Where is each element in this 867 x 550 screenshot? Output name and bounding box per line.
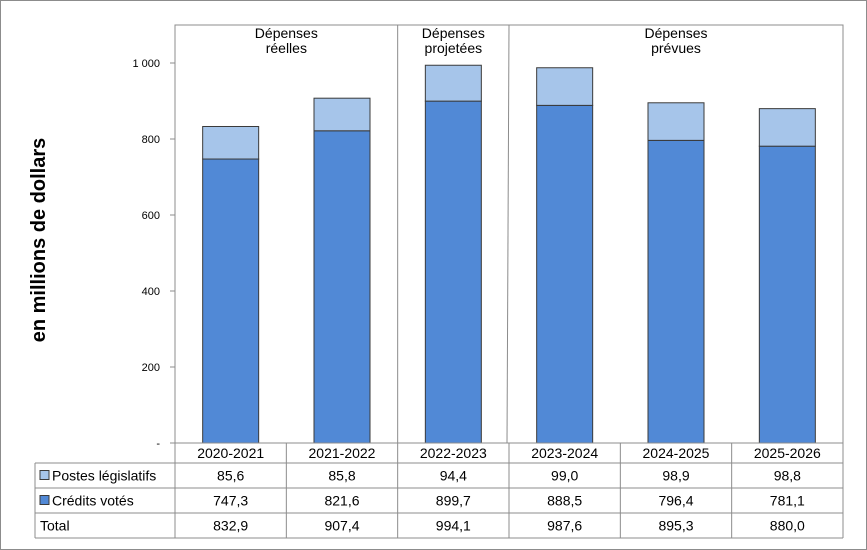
table-cell: 98,8 [774,468,801,484]
bar-postes-legislatifs [313,97,371,132]
table-cell: 781,1 [770,493,805,509]
table-cell: 987,6 [547,518,582,534]
period-header-label: Dépenses [644,25,707,41]
period-header-label: réelles [266,40,307,56]
table-cell: 880,0 [770,518,805,534]
bar-credits-votes [202,158,260,444]
table-cell: 832,9 [213,518,248,534]
bar-postes-legislatifs [536,67,594,106]
category-label: 2022-2023 [420,445,487,461]
period-headers: DépensesréellesDépensesprojetéesDépenses… [255,24,708,444]
y-tick-label: 400 [142,286,160,298]
y-tick-label: 1 000 [132,58,160,70]
period-header-label: projetées [425,40,483,56]
bar-credits-votes [313,130,371,444]
table-cell: 821,6 [324,493,359,509]
table-cell: 85,6 [217,468,244,484]
table-cell: 796,4 [658,493,693,509]
category-label: 2020-2021 [197,445,264,461]
table-cell: 907,4 [324,518,359,534]
category-label: 2025-2026 [754,445,821,461]
bar-credits-votes [536,104,594,444]
bar-credits-votes [647,139,705,444]
row-label: Postes législatifs [52,468,156,484]
legend-key [39,495,50,505]
period-header-label: prévues [651,40,701,56]
y-tick-label: 800 [142,134,160,146]
period-header-label: Dépenses [255,25,318,41]
table-cell: 899,7 [436,493,471,509]
table-cell: 888,5 [547,493,582,509]
bar-credits-votes [758,145,816,444]
table-cell: 98,9 [662,468,689,484]
legend-key [39,470,50,480]
y-tick-label: 200 [142,362,160,374]
y-tick-label: 600 [142,210,160,222]
bar-postes-legislatifs [647,102,705,141]
row-label: Total [40,518,70,534]
table-cell: 94,4 [440,468,467,484]
table-cell: 994,1 [436,518,471,534]
row-label: Crédits votés [52,493,134,509]
table-cell: 85,8 [328,468,355,484]
table-cell: 747,3 [213,493,248,509]
period-header-label: Dépenses [422,25,485,41]
table-cell: 895,3 [658,518,693,534]
table-cell: 99,0 [551,468,578,484]
bar-postes-legislatifs [758,108,816,147]
y-axis-title: en millions de dollars [28,138,50,343]
bar-postes-legislatifs [202,125,260,160]
y-tick-label: - [156,438,160,450]
category-label: 2023-2024 [531,445,598,461]
category-label: 2024-2025 [643,445,710,461]
period-divider [506,24,510,444]
bars [202,64,816,444]
category-label: 2021-2022 [309,445,376,461]
bar-postes-legislatifs [424,64,482,102]
data-table: 2020-2021 2021-2022 2022-2023 2023-2024 2024… [34,442,844,539]
y-axis: - 200 400 600 800 1 000 [132,25,176,450]
bar-credits-votes [424,100,482,444]
